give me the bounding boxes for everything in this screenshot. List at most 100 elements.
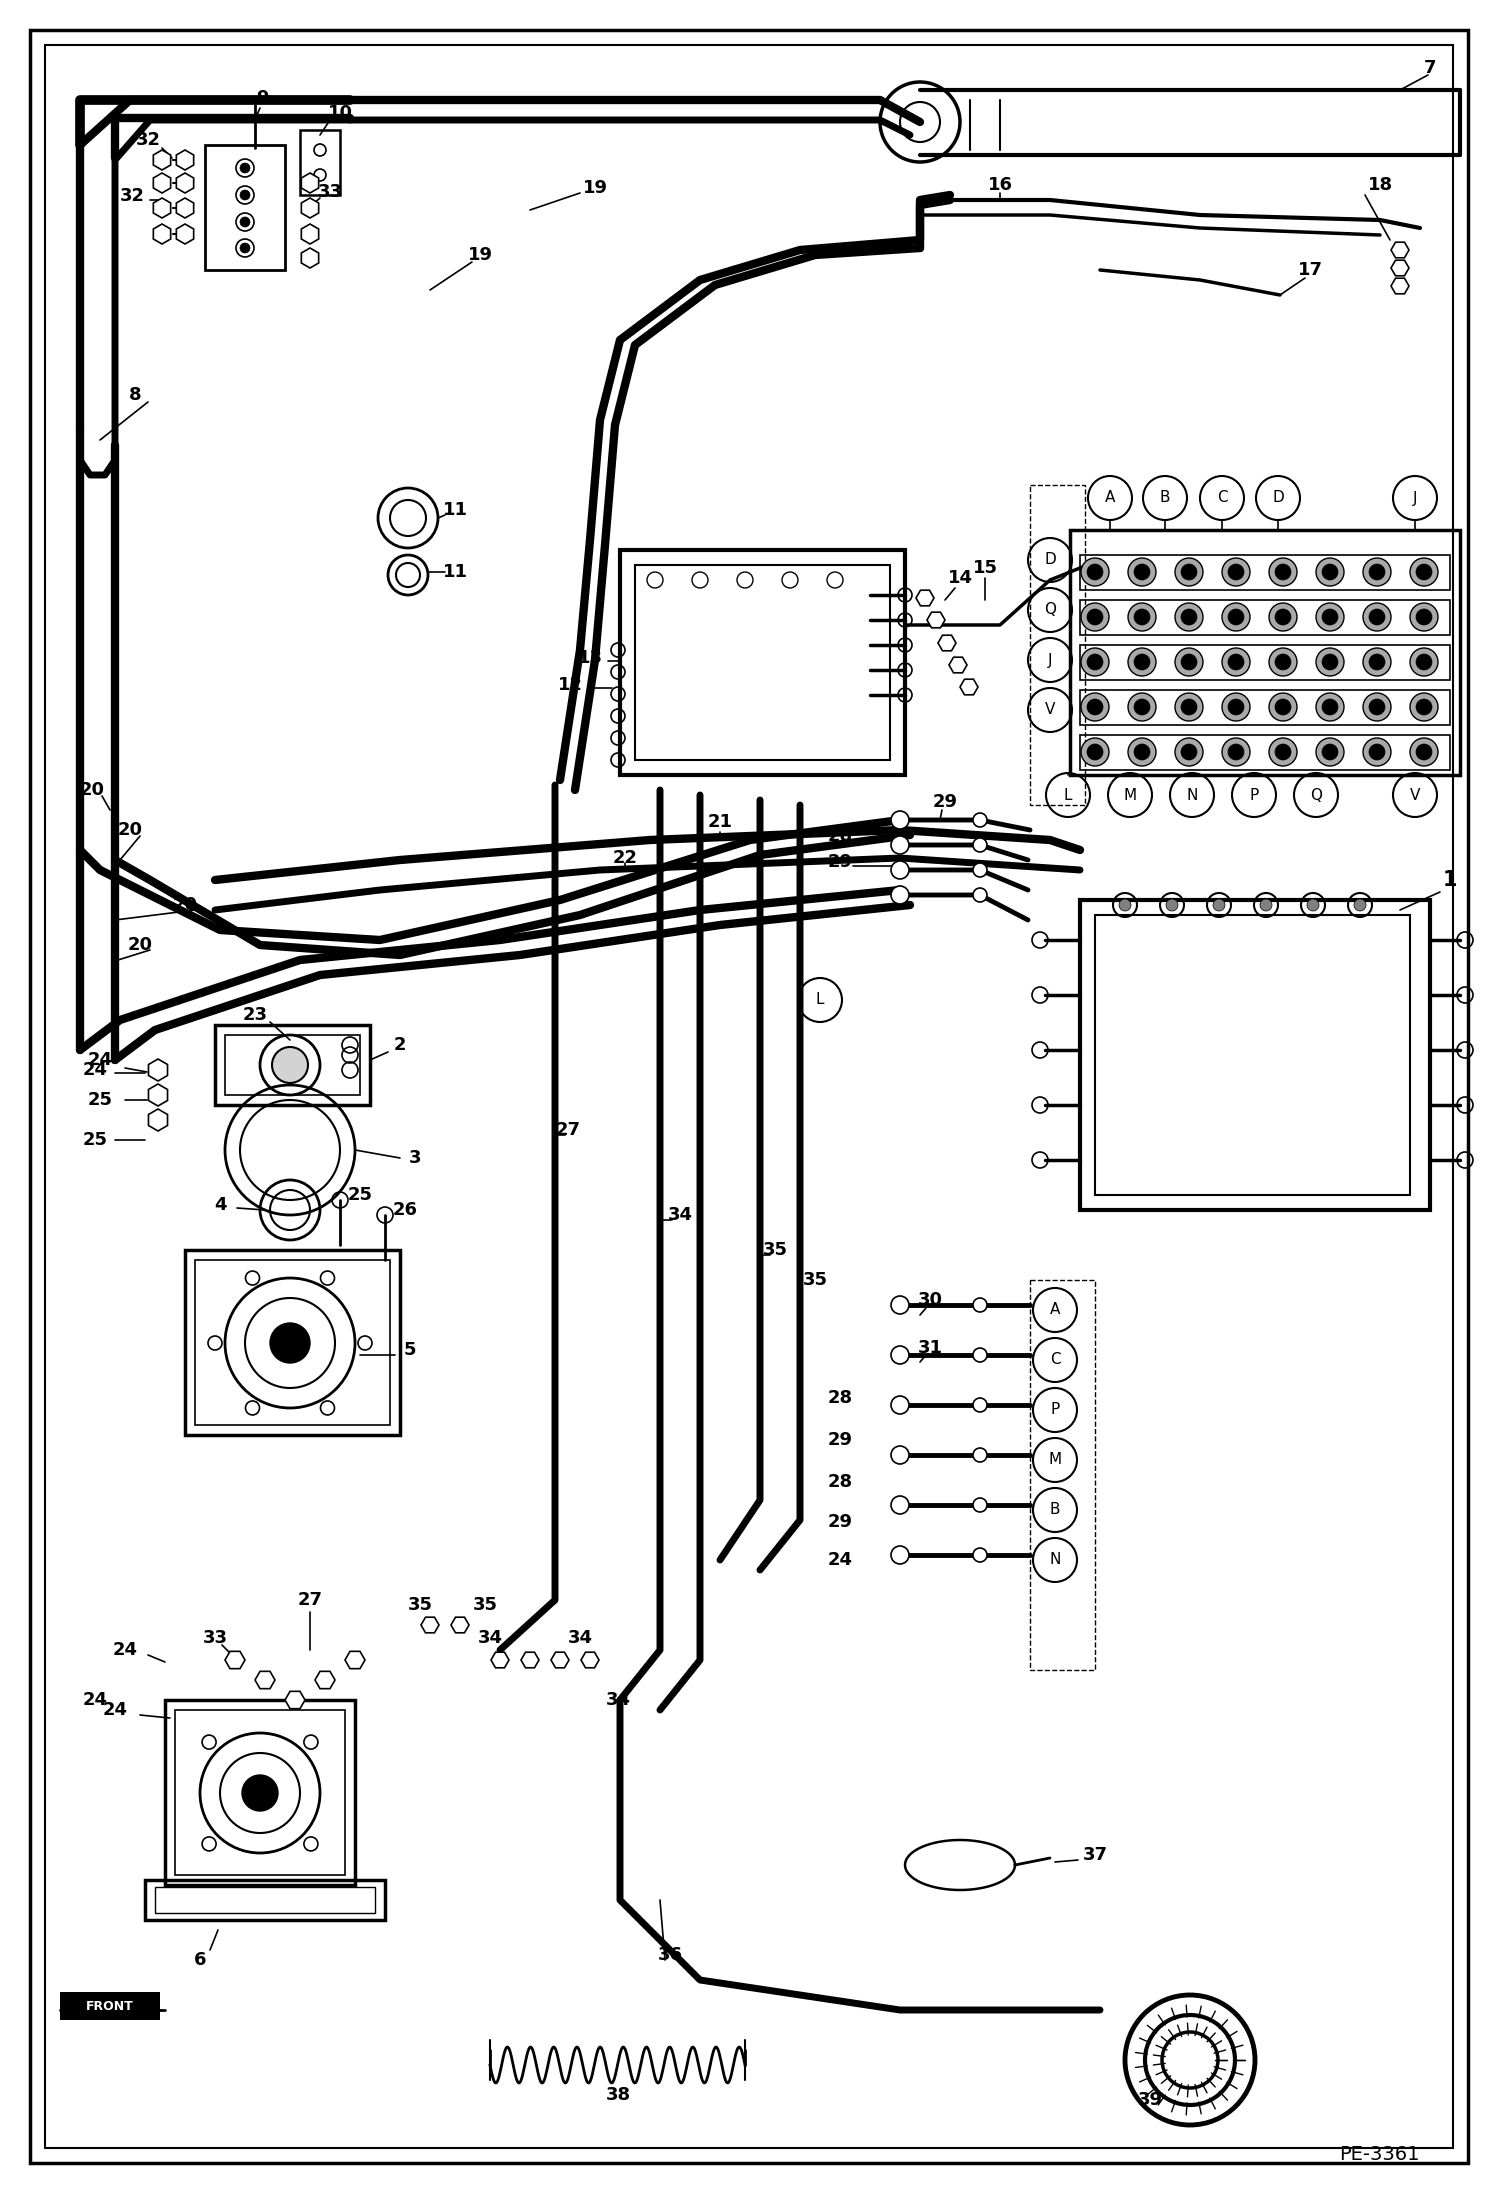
Circle shape — [243, 1774, 279, 1811]
Circle shape — [1363, 739, 1392, 765]
Polygon shape — [177, 149, 193, 171]
Text: N: N — [1049, 1553, 1061, 1568]
Circle shape — [1165, 899, 1177, 910]
Text: 15: 15 — [972, 559, 998, 577]
Polygon shape — [153, 224, 171, 243]
Text: D: D — [1272, 491, 1284, 507]
Polygon shape — [1392, 261, 1410, 276]
Circle shape — [891, 836, 909, 853]
Polygon shape — [915, 590, 933, 605]
Text: Q: Q — [1309, 787, 1323, 803]
Circle shape — [1323, 610, 1338, 625]
Text: A: A — [1106, 491, 1115, 507]
Text: 39: 39 — [1137, 2090, 1162, 2110]
Text: PE-3361: PE-3361 — [1339, 2145, 1420, 2164]
Polygon shape — [301, 173, 319, 193]
Circle shape — [1269, 647, 1297, 675]
Text: 33: 33 — [202, 1629, 228, 1647]
Polygon shape — [451, 1616, 469, 1634]
Text: 11: 11 — [442, 500, 467, 520]
Text: 21: 21 — [707, 814, 733, 831]
Circle shape — [1323, 564, 1338, 579]
Bar — [225, 1035, 360, 1094]
Text: 35: 35 — [472, 1597, 497, 1614]
Circle shape — [891, 1296, 909, 1314]
Text: V: V — [1410, 787, 1420, 803]
Text: 25: 25 — [82, 1132, 108, 1149]
Circle shape — [1416, 743, 1432, 761]
Polygon shape — [1392, 279, 1410, 294]
Circle shape — [1323, 743, 1338, 761]
Circle shape — [891, 862, 909, 879]
Circle shape — [1363, 557, 1392, 586]
Circle shape — [1317, 647, 1344, 675]
Text: C: C — [1050, 1353, 1061, 1368]
Circle shape — [1228, 610, 1243, 625]
Polygon shape — [938, 636, 956, 651]
Text: 12: 12 — [557, 675, 583, 693]
Circle shape — [1317, 603, 1344, 632]
Circle shape — [1275, 743, 1291, 761]
Polygon shape — [148, 1110, 168, 1132]
Bar — [145, 1879, 385, 1921]
Text: 5: 5 — [404, 1340, 416, 1360]
Circle shape — [240, 162, 250, 173]
Circle shape — [1369, 743, 1386, 761]
Circle shape — [1082, 739, 1109, 765]
Bar — [1080, 555, 1450, 590]
Polygon shape — [225, 1651, 246, 1669]
Text: 31: 31 — [917, 1340, 942, 1357]
Polygon shape — [960, 680, 978, 695]
Bar — [1031, 1281, 1095, 1671]
Bar — [620, 550, 905, 774]
Circle shape — [1222, 647, 1249, 675]
Polygon shape — [301, 248, 319, 268]
Text: 26: 26 — [392, 1202, 418, 1219]
Text: 18: 18 — [1368, 175, 1393, 193]
Text: 24: 24 — [112, 1640, 138, 1658]
Circle shape — [1128, 647, 1156, 675]
Circle shape — [1088, 654, 1103, 671]
Polygon shape — [315, 1671, 336, 1689]
Circle shape — [1088, 564, 1103, 579]
Circle shape — [1222, 603, 1249, 632]
Circle shape — [1410, 647, 1438, 675]
Bar — [60, 1991, 160, 2020]
Text: D: D — [1044, 553, 1056, 568]
Text: 35: 35 — [407, 1597, 433, 1614]
Text: L: L — [816, 993, 824, 1007]
Bar — [635, 566, 890, 761]
Text: 7: 7 — [1423, 59, 1437, 77]
Text: 17: 17 — [1297, 261, 1323, 279]
Circle shape — [1275, 654, 1291, 671]
Circle shape — [1228, 654, 1243, 671]
Circle shape — [1134, 743, 1150, 761]
Bar — [1080, 899, 1431, 1211]
Circle shape — [974, 1397, 987, 1412]
Circle shape — [1222, 739, 1249, 765]
Text: L: L — [1064, 787, 1073, 803]
Polygon shape — [927, 612, 945, 627]
Text: 13: 13 — [578, 649, 602, 667]
Text: 20: 20 — [172, 897, 198, 914]
Circle shape — [1180, 700, 1197, 715]
Bar — [195, 1261, 389, 1425]
Polygon shape — [153, 149, 171, 171]
Circle shape — [974, 1298, 987, 1311]
Circle shape — [1228, 700, 1243, 715]
Circle shape — [1354, 899, 1366, 910]
Polygon shape — [153, 197, 171, 217]
Circle shape — [1317, 693, 1344, 721]
Circle shape — [273, 1046, 309, 1083]
Text: 33: 33 — [318, 182, 343, 202]
Polygon shape — [148, 1083, 168, 1105]
Text: Q: Q — [1044, 603, 1056, 618]
Text: 28: 28 — [827, 1388, 852, 1408]
Circle shape — [1128, 739, 1156, 765]
Circle shape — [240, 243, 250, 252]
Circle shape — [1088, 610, 1103, 625]
Circle shape — [891, 1397, 909, 1414]
Circle shape — [891, 811, 909, 829]
Polygon shape — [301, 224, 319, 243]
Polygon shape — [177, 224, 193, 243]
